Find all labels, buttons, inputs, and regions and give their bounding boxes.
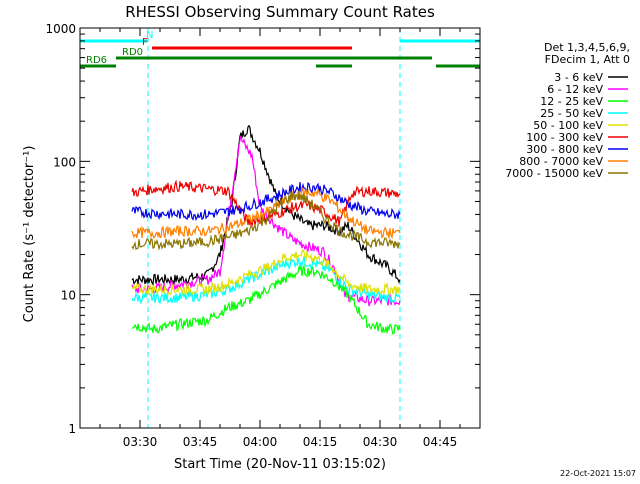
series-line-3 (131, 256, 401, 305)
y-tick-label: 1000 (45, 22, 76, 36)
axes: 03:30 03:45 04:00 04:15 04:30 04:45 1 10 100 1000 (45, 22, 481, 449)
series-lines (131, 124, 401, 335)
y-tick-label: 100 (53, 155, 76, 169)
state-bar-label: F (142, 37, 148, 48)
x-tick-label: 04:15 (303, 435, 338, 449)
series-line-0 (131, 124, 401, 286)
legend-entry-label: 800 - 7000 keV (519, 155, 603, 168)
y-axis-label: Count Rate (s⁻¹ detector⁻¹) (22, 146, 37, 323)
legend-entry-label: 25 - 50 keV (540, 107, 603, 120)
legend-title-line: Det 1,3,4,5,6,9, (544, 41, 630, 54)
series-line-4 (131, 248, 401, 297)
legend-title-line: FDecim 1, Att 0 (545, 53, 630, 66)
x-axis-label: Start Time (20-Nov-11 03:15:02) (174, 457, 386, 472)
y-tick-label: 10 (61, 289, 76, 303)
x-tick-label: 03:30 (123, 435, 158, 449)
x-tick-label: 04:00 (243, 435, 278, 449)
legend: Det 1,3,4,5,6,9,FDecim 1, Att 0 3 - 6 keV… (505, 41, 630, 180)
series-line-8 (131, 191, 401, 251)
legend-entry-label: 100 - 300 keV (526, 131, 603, 144)
x-tick-label: 03:45 (183, 435, 218, 449)
legend-entry-label: 6 - 12 keV (547, 83, 603, 96)
series-line-2 (132, 264, 401, 335)
state-bar-label: RD6 (86, 55, 107, 66)
legend-entry-label: 7000 - 15000 keV (505, 167, 603, 180)
series-line-6 (131, 181, 401, 222)
legend-entry-label: 12 - 25 keV (540, 95, 603, 108)
series-line-5 (131, 179, 401, 227)
state-bar-label: RD0 (122, 47, 143, 58)
state-bar-label: N (146, 30, 153, 41)
legend-entry-label: 50 - 100 keV (533, 119, 603, 132)
x-tick-label: 04:45 (423, 435, 458, 449)
legend-entry-label: 300 - 800 keV (526, 143, 603, 156)
legend-entry-label: 3 - 6 keV (554, 71, 603, 84)
x-tick-label: 04:30 (363, 435, 398, 449)
chart-title: RHESSI Observing Summary Count Rates (125, 3, 435, 21)
y-tick-label: 1 (68, 422, 76, 436)
footer-date: 22-Oct-2021 15:07 (560, 469, 636, 478)
series-line-7 (131, 186, 401, 240)
